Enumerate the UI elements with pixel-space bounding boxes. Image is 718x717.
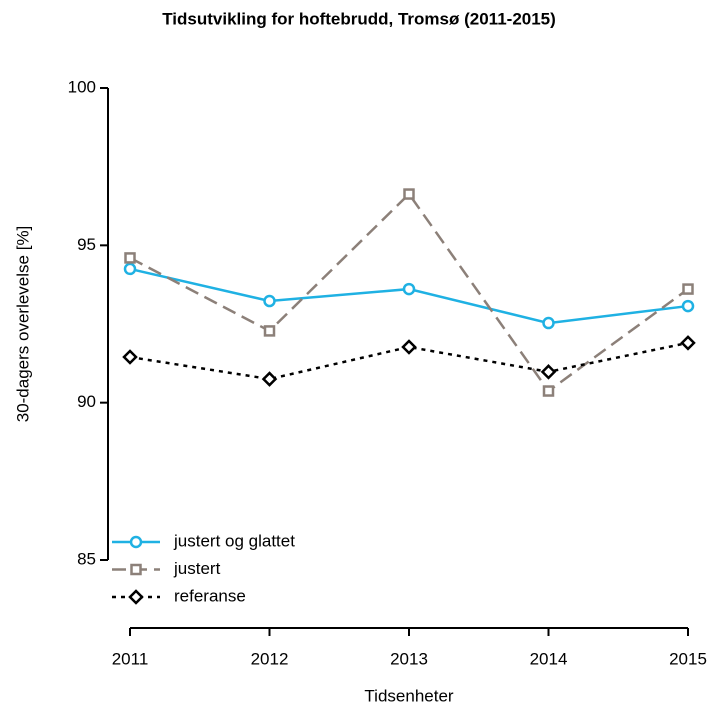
y-tick-label: 85	[77, 549, 96, 568]
y-tick-label: 100	[68, 77, 96, 96]
x-tick-label: 2012	[251, 649, 289, 668]
marker	[123, 262, 137, 276]
x-tick-label: 2014	[530, 649, 568, 668]
marker	[263, 325, 276, 337]
y-tick-label: 95	[77, 235, 96, 254]
x-tick-label: 2015	[669, 649, 707, 668]
y-tick-label: 90	[77, 392, 96, 411]
legend-marker	[128, 589, 144, 605]
marker	[402, 282, 416, 296]
marker	[403, 188, 415, 200]
legend-marker	[130, 563, 142, 576]
marker	[122, 349, 138, 365]
series-line	[129, 267, 689, 325]
chart-title: Tidsutvikling for hoftebrudd, Tromsø (20…	[162, 9, 556, 28]
marker	[682, 283, 694, 295]
marker	[401, 339, 417, 355]
legend-label: referanse	[174, 586, 246, 605]
marker	[540, 364, 557, 380]
marker	[681, 299, 695, 313]
marker	[542, 385, 555, 397]
series-line	[129, 192, 689, 393]
x-axis-label: Tidsenheter	[364, 686, 453, 705]
legend-marker	[129, 535, 143, 549]
legend-label: justert og glattet	[173, 531, 295, 550]
marker	[542, 316, 555, 330]
marker	[263, 294, 276, 308]
y-axis-label: 30-dagers overlevelse [%]	[13, 226, 32, 423]
marker	[261, 371, 278, 387]
x-tick-label: 2011	[112, 649, 149, 668]
x-tick-label: 2013	[390, 649, 428, 668]
marker	[124, 252, 136, 264]
legend-label: justert	[173, 559, 221, 578]
marker	[680, 335, 696, 351]
